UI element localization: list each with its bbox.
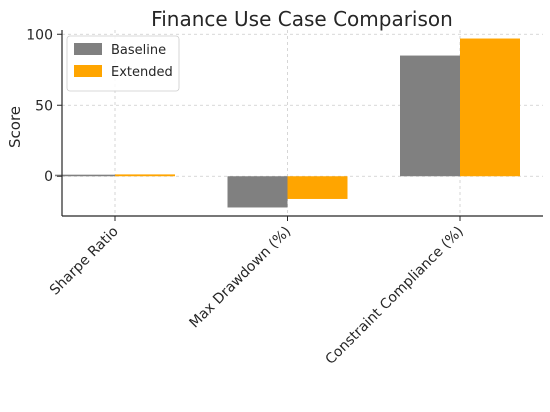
legend-label-extended: Extended	[111, 65, 173, 80]
axes	[57, 30, 543, 221]
legend-swatch-extended	[74, 65, 102, 77]
y-axis-label: Score	[6, 106, 24, 148]
bar-extended-2[interactable]	[460, 38, 520, 177]
bar-extended-1[interactable]	[287, 176, 348, 199]
bar-baseline-0[interactable]	[55, 174, 115, 177]
x-tick-label: Max Drawdown (%)	[187, 224, 295, 332]
bars	[55, 38, 520, 208]
bar-extended-0[interactable]	[115, 174, 175, 177]
bar-baseline-2[interactable]	[400, 55, 460, 177]
legend-label-baseline: Baseline	[111, 43, 166, 58]
y-tick-label: 0	[44, 169, 53, 185]
legend-swatch-baseline	[74, 43, 102, 55]
x-tick-label: Sharpe Ratio	[47, 224, 122, 299]
bar-baseline-1[interactable]	[227, 176, 288, 208]
x-tick-label: Constraint Compliance (%)	[322, 224, 466, 368]
legend[interactable]: Baseline Extended	[66, 35, 180, 92]
y-tick-label: 100	[26, 27, 53, 43]
chart-title: Finance Use Case Comparison	[151, 7, 453, 31]
y-tick-label: 50	[35, 98, 53, 114]
